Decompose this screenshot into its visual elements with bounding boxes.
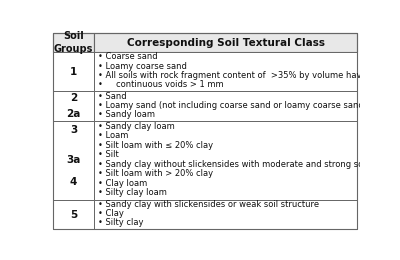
Text: • Sandy clay with slickensides or weak soil structure: • Sandy clay with slickensides or weak s… (98, 200, 319, 209)
Text: 3: 3 (70, 125, 77, 135)
Text: • Sandy clay loam: • Sandy clay loam (98, 122, 175, 131)
Bar (94, 91, 357, 121)
Text: • Silt loam with > 20% clay: • Silt loam with > 20% clay (98, 169, 213, 178)
Bar (94, 33, 357, 52)
Text: • Sandy clay without slickensides with moderate and strong soil structure: • Sandy clay without slickensides with m… (98, 160, 400, 169)
Text: • Clay: • Clay (98, 209, 124, 218)
Bar (94, 52, 357, 91)
Text: • Sand: • Sand (98, 92, 127, 101)
Text: 2: 2 (70, 93, 77, 103)
Text: • Silt: • Silt (98, 150, 119, 159)
Text: • Clay loam: • Clay loam (98, 179, 147, 188)
Text: • Silt loam with ≤ 20% clay: • Silt loam with ≤ 20% clay (98, 141, 213, 150)
Bar (53, 200, 94, 229)
Bar (53, 52, 94, 91)
Bar (53, 91, 94, 121)
Text: • Sandy loam: • Sandy loam (98, 110, 155, 119)
Text: • Silty clay loam: • Silty clay loam (98, 188, 167, 197)
Text: • Loamy sand (not including coarse sand or loamy coarse sand): • Loamy sand (not including coarse sand … (98, 101, 367, 110)
Text: 3a: 3a (66, 155, 81, 165)
Text: 1: 1 (70, 67, 77, 76)
Bar (94, 200, 357, 229)
Text: Soil
Groups: Soil Groups (54, 31, 93, 54)
Text: 5: 5 (70, 210, 77, 220)
Bar (53, 121, 94, 200)
Text: • Coarse sand: • Coarse sand (98, 52, 158, 61)
Text: Corresponding Soil Textural Class: Corresponding Soil Textural Class (126, 37, 324, 48)
Text: • Loamy coarse sand: • Loamy coarse sand (98, 62, 187, 70)
Text: •     continuous voids > 1 mm: • continuous voids > 1 mm (98, 80, 224, 89)
Text: 2a: 2a (66, 109, 81, 119)
Text: • Silty clay: • Silty clay (98, 218, 144, 227)
Text: • All soils with rock fragment content of  >35% by volume having: • All soils with rock fragment content o… (98, 71, 375, 80)
Bar (53, 33, 94, 52)
Text: 4: 4 (70, 177, 77, 187)
Bar (94, 121, 357, 200)
Text: • Loam: • Loam (98, 131, 128, 140)
